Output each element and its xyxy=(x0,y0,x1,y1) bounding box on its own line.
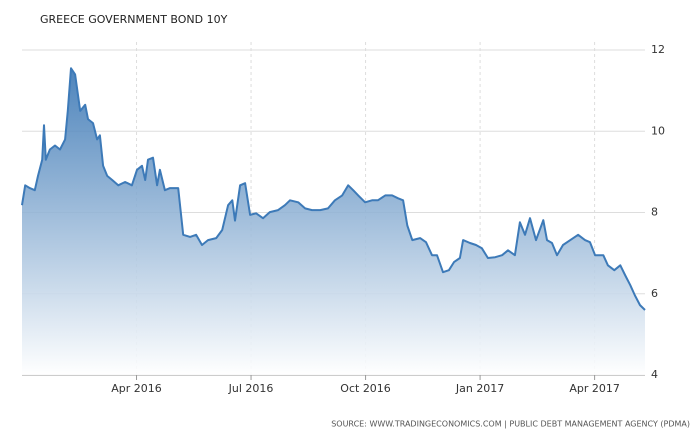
x-tick-label: Jul 2016 xyxy=(228,382,274,395)
y-tick-label: 10 xyxy=(651,124,665,137)
y-tick-label: 6 xyxy=(651,287,658,300)
chart-title: GREECE GOVERNMENT BOND 10Y xyxy=(40,13,228,26)
x-tick-label: Jan 2017 xyxy=(455,382,504,395)
y-tick-label: 12 xyxy=(651,43,665,56)
x-tick-label: Oct 2016 xyxy=(340,382,391,395)
y-tick-label: 8 xyxy=(651,206,658,219)
x-tick-label: Apr 2016 xyxy=(111,382,162,395)
area-fill xyxy=(22,68,645,376)
area-line xyxy=(21,67,646,311)
x-tick-label: Apr 2017 xyxy=(569,382,620,395)
source-note: SOURCE: WWW.TRADINGECONOMICS.COM | PUBLI… xyxy=(331,420,690,429)
y-tick-label: 4 xyxy=(651,368,658,381)
